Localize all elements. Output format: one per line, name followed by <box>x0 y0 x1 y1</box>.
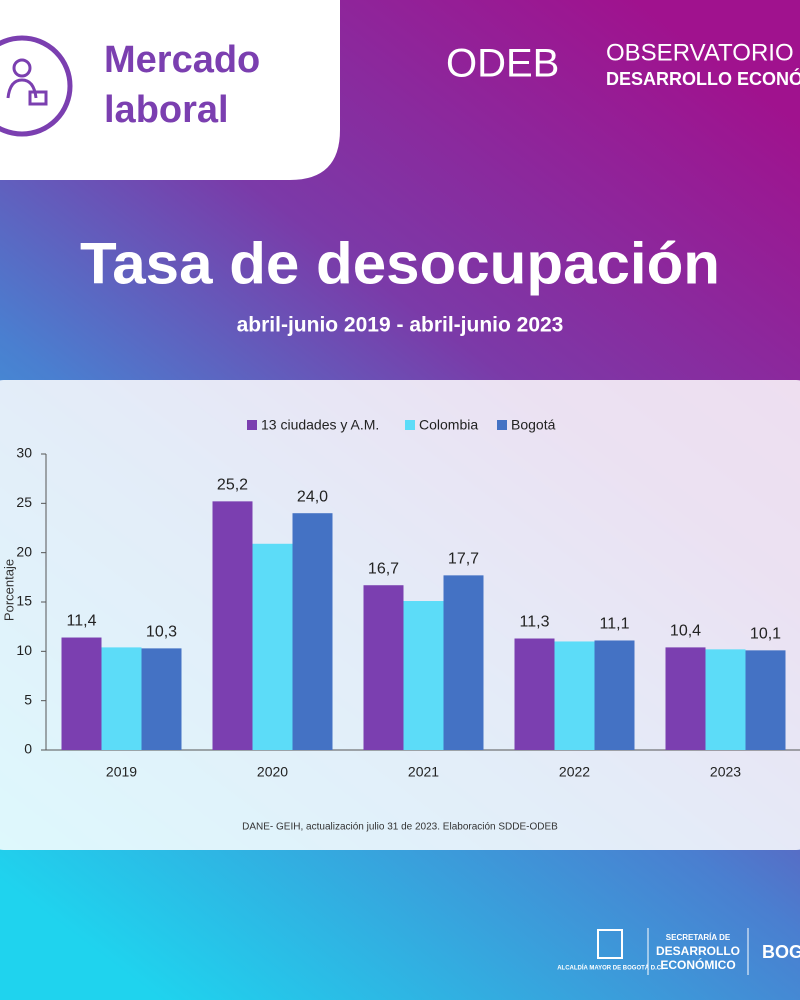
bar <box>292 513 333 750</box>
y-tick-label: 10 <box>16 642 32 658</box>
y-tick-label: 30 <box>16 445 32 461</box>
source-note: DANE- GEIH, actualización julio 31 de 20… <box>242 822 558 833</box>
worker-icon <box>6 58 48 106</box>
x-tick-label: 2022 <box>559 764 590 780</box>
bar <box>212 501 253 750</box>
footer-alcaldia: ALCALDÍA MAYOR DE BOGOTÁ D.C. <box>557 964 663 972</box>
y-axis-label: Porcentaje <box>1 559 16 621</box>
y-tick-label: 5 <box>24 691 32 707</box>
section-title: Mercado laboral <box>104 39 260 131</box>
footer-city: BOGOTÁ <box>762 941 800 962</box>
footer-secretaria-1: SECRETARÍA DE <box>666 933 731 942</box>
bar <box>705 649 746 750</box>
bar <box>514 638 555 750</box>
bar <box>665 647 706 750</box>
value-label: 11,3 <box>520 614 550 631</box>
value-label: 17,7 <box>448 551 479 568</box>
y-tick-label: 15 <box>16 593 32 609</box>
brand: ODEB <box>446 42 559 86</box>
legend-swatch <box>247 420 257 430</box>
crest <box>597 929 623 959</box>
bar <box>363 585 404 750</box>
x-tick-label: 2020 <box>257 764 288 780</box>
x-tick-label: 2023 <box>710 764 741 780</box>
bar <box>252 543 293 750</box>
header-box <box>0 0 340 180</box>
chart-title: Tasa de desocupación <box>80 231 720 296</box>
bar <box>61 637 102 750</box>
footer-secretaria-3: ECONÓMICO <box>660 957 735 972</box>
value-label: 11,1 <box>600 616 630 633</box>
section-icon <box>0 35 73 137</box>
y-tick-label: 25 <box>16 494 32 510</box>
legend-swatch <box>497 420 507 430</box>
y-tick-label: 0 <box>24 741 32 757</box>
bar <box>101 647 142 750</box>
bar <box>554 641 595 750</box>
legend-label: 13 ciudades y A.M. <box>261 417 379 433</box>
y-tick-label: 20 <box>16 543 32 559</box>
value-label: 10,3 <box>146 624 177 641</box>
chart-subtitle: abril-junio 2019 - abril-junio 2023 <box>237 314 564 337</box>
value-label: 10,4 <box>670 623 701 640</box>
bar <box>141 648 182 750</box>
bar <box>594 640 635 750</box>
bar <box>443 575 484 750</box>
bar <box>745 650 786 750</box>
x-tick-label: 2021 <box>408 764 439 780</box>
legend-label: Bogotá <box>511 417 556 433</box>
value-label: 25,2 <box>217 477 248 494</box>
brand-line2: DESARROLLO ECONÓMICO <box>606 68 800 89</box>
legend-label: Colombia <box>419 417 478 433</box>
value-label: 11,4 <box>67 613 97 630</box>
legend-swatch <box>405 420 415 430</box>
footer: ALCALDÍA MAYOR DE BOGOTÁ D.C. SECRETARÍA… <box>557 928 800 975</box>
brand-line1: OBSERVATORIO <box>606 39 794 66</box>
bar <box>403 601 444 750</box>
value-label: 10,1 <box>750 626 781 643</box>
x-tick-label: 2019 <box>106 764 137 780</box>
footer-secretaria-2: DESARROLLO <box>656 944 740 958</box>
value-label: 24,0 <box>297 488 328 505</box>
value-label: 16,7 <box>368 560 399 577</box>
